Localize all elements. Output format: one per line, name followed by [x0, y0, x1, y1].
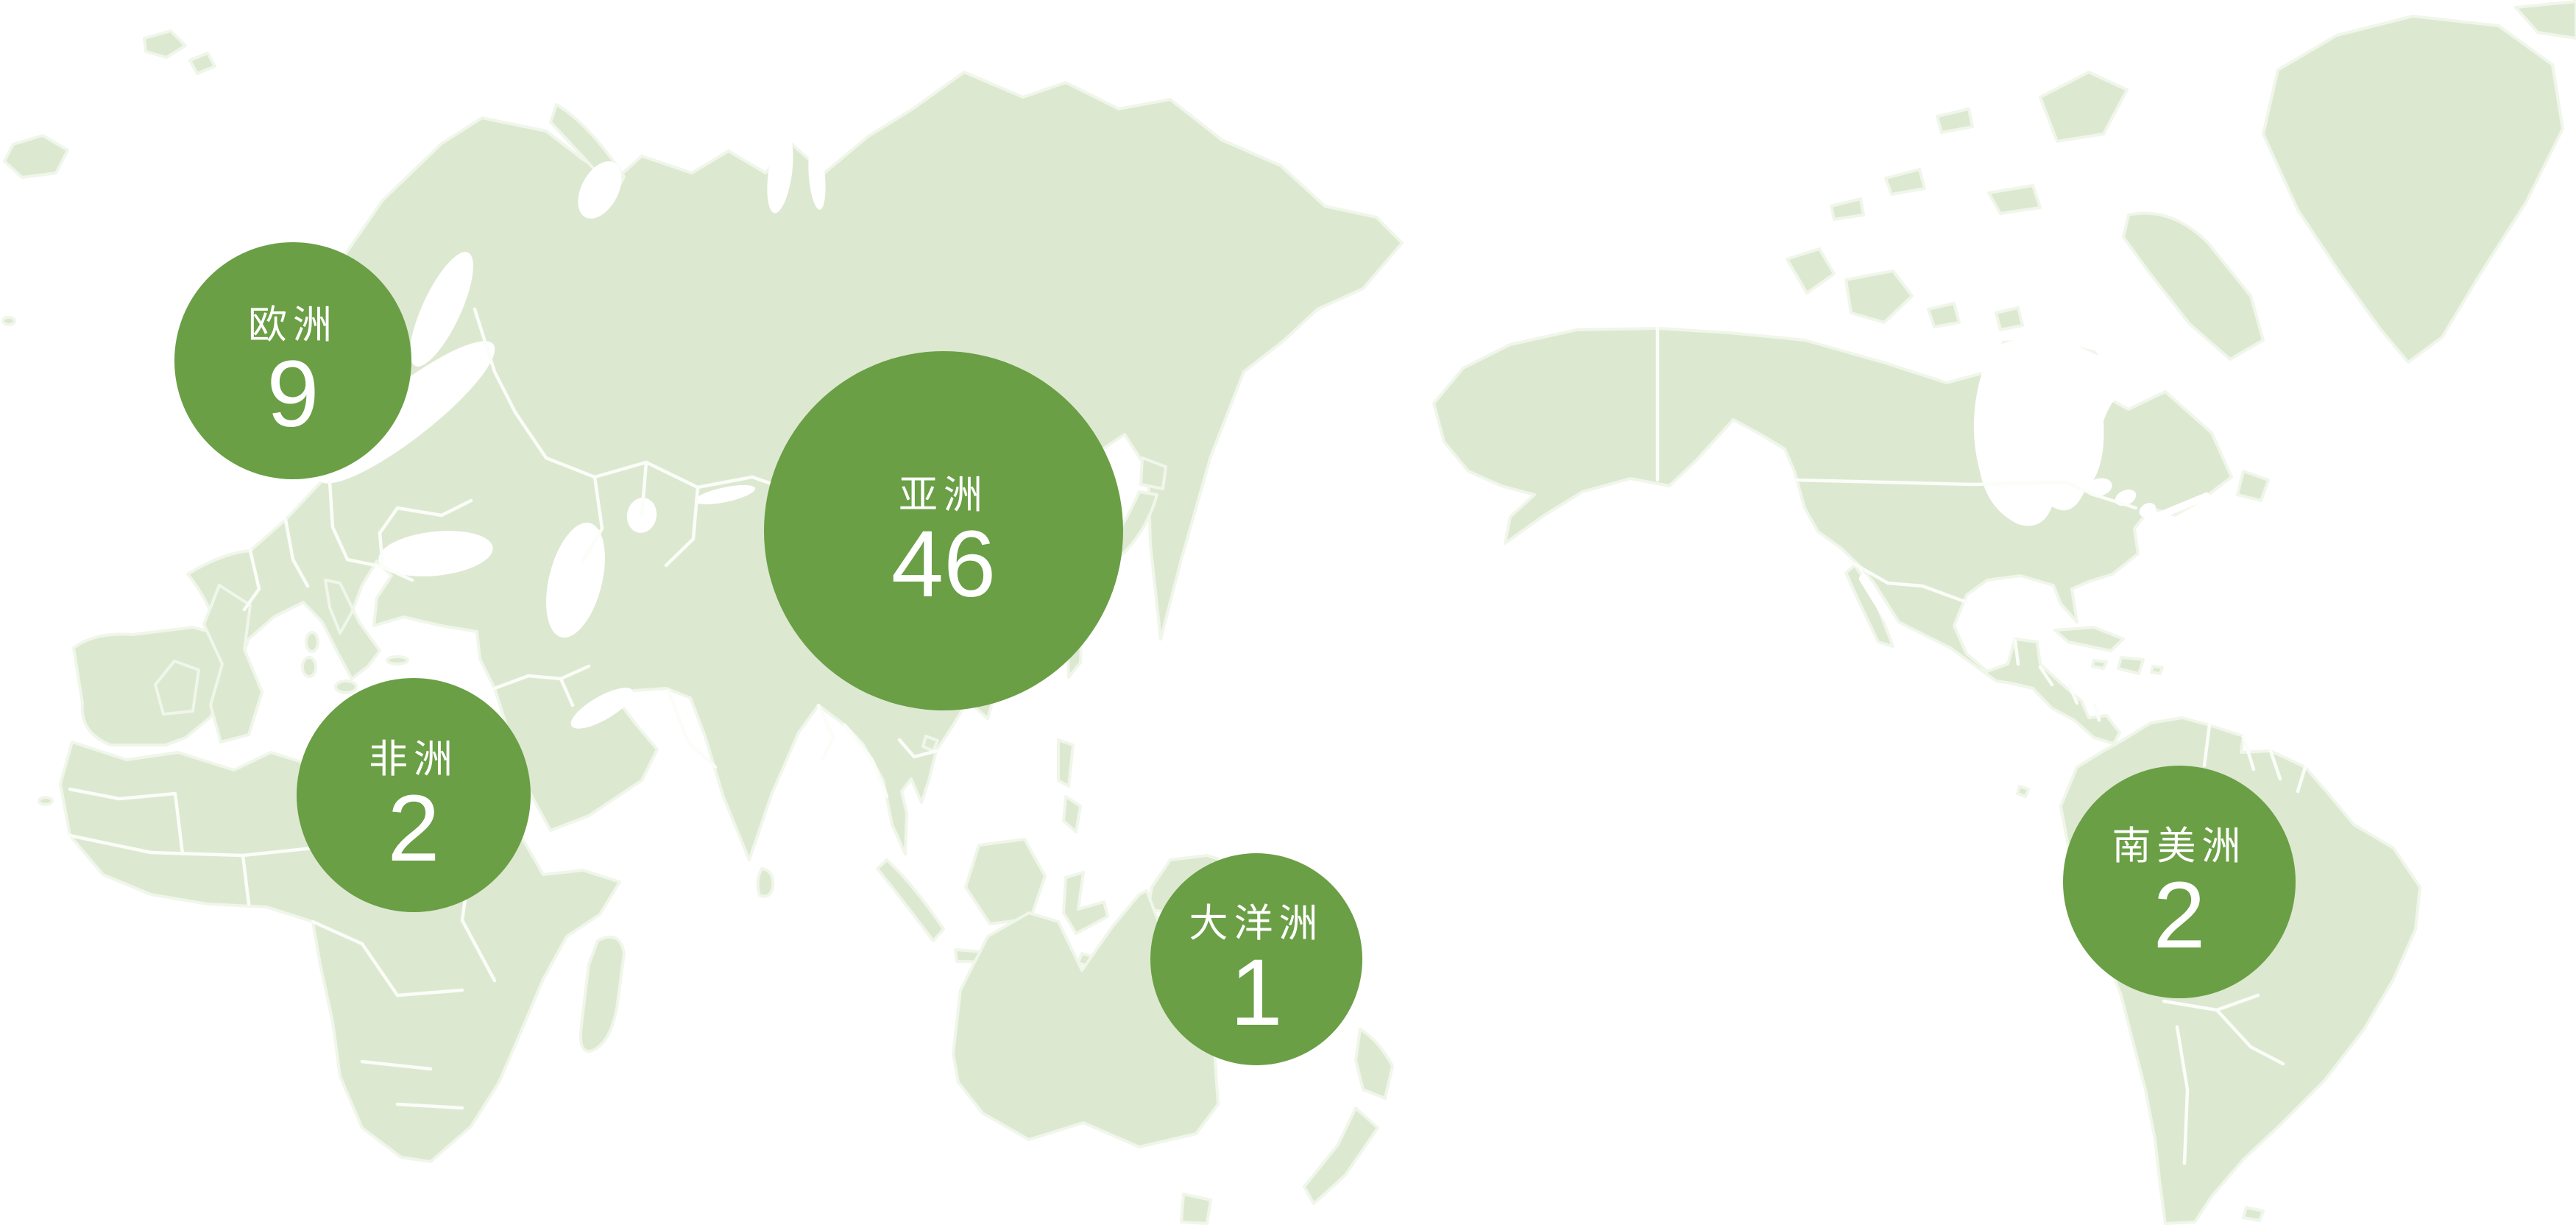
svalbard-islands [143, 29, 216, 75]
hispaniola-island [2117, 656, 2145, 675]
st-lawrence-river [2153, 493, 2210, 520]
sulawesi-island [1062, 871, 1109, 935]
arctic-island-small-1 [1927, 302, 1961, 328]
continent-value: 9 [266, 341, 319, 447]
borneo-island [964, 838, 1047, 925]
bubble-content: 非洲 2 [369, 739, 459, 876]
bubble-content: 南美洲 2 [2112, 826, 2247, 963]
continent-bubble-europe: 欧洲 9 [174, 242, 411, 479]
greenland-northeast-corner [2514, 0, 2576, 40]
continent-bubble-south-america: 南美洲 2 [2063, 766, 2296, 998]
devon-island [1987, 184, 2042, 215]
continent-label: 欧洲 [248, 303, 338, 348]
falkland-islands [2242, 1206, 2265, 1222]
gulf-of-ob [767, 133, 793, 213]
sardinia-island [301, 656, 317, 678]
ireland-island [154, 660, 200, 716]
yenisei-gulf [808, 144, 826, 210]
jamaica-island [2091, 659, 2108, 670]
gulf-of-bothnia [410, 252, 473, 367]
cuba-island [2053, 626, 2125, 652]
bubble-content: 大洋洲 1 [1189, 903, 1324, 1040]
continent-value: 2 [2153, 862, 2206, 968]
great-lake-huron [2086, 478, 2112, 497]
iceland-island [3, 134, 69, 179]
gulf-of-california [1859, 574, 1907, 646]
sri-lanka-island [756, 867, 775, 898]
great-britain-island [202, 584, 263, 744]
continent-value: 1 [1230, 939, 1283, 1045]
newfoundland-island [2236, 470, 2270, 502]
lake-balkhash [694, 484, 756, 505]
banks-island [1786, 247, 1836, 294]
white-sea [578, 161, 622, 219]
continent-label: 南美洲 [2112, 824, 2247, 869]
hokkaido-island [1139, 456, 1167, 490]
sicily-island [334, 679, 358, 694]
continent-label: 亚洲 [899, 473, 988, 518]
continent-label: 非洲 [369, 737, 459, 783]
continent-label: 大洋洲 [1189, 901, 1324, 947]
great-lake-ontario [2139, 503, 2156, 518]
greenland-landmass [2262, 15, 2564, 364]
madagascar-island [578, 935, 626, 1053]
baffin-island [2122, 211, 2265, 361]
tasmania-island [1180, 1193, 1212, 1225]
continent-bubble-africa: 非洲 2 [297, 678, 531, 912]
new-zealand-north-island [1354, 1028, 1394, 1100]
queen-elizabeth-islands [1830, 107, 1974, 221]
canary-islands [38, 796, 54, 806]
hainan-island [921, 735, 939, 752]
corsica-island [305, 631, 319, 653]
sumatra-island [876, 858, 945, 942]
ellesmere-island [2039, 71, 2129, 143]
continent-bubble-asia: 亚洲 46 [764, 351, 1123, 710]
victoria-island [1844, 269, 1914, 324]
continent-value: 46 [891, 511, 997, 617]
bubble-content: 亚洲 46 [891, 475, 996, 612]
southampton-island [1995, 306, 2024, 331]
continent-value: 2 [387, 775, 440, 881]
bubble-content: 欧洲 9 [248, 305, 338, 442]
hudson-bay [1973, 336, 2164, 526]
black-sea [378, 531, 493, 576]
philippines-islands [1057, 738, 1082, 833]
persian-gulf [570, 688, 634, 729]
new-zealand-south-island [1303, 1106, 1379, 1205]
crete-island [386, 655, 409, 666]
azores-islands [1, 316, 16, 326]
continent-bubble-oceania: 大洋洲 1 [1150, 853, 1362, 1065]
galapagos-islands [2016, 785, 2030, 798]
puerto-rico-island [2150, 665, 2164, 675]
